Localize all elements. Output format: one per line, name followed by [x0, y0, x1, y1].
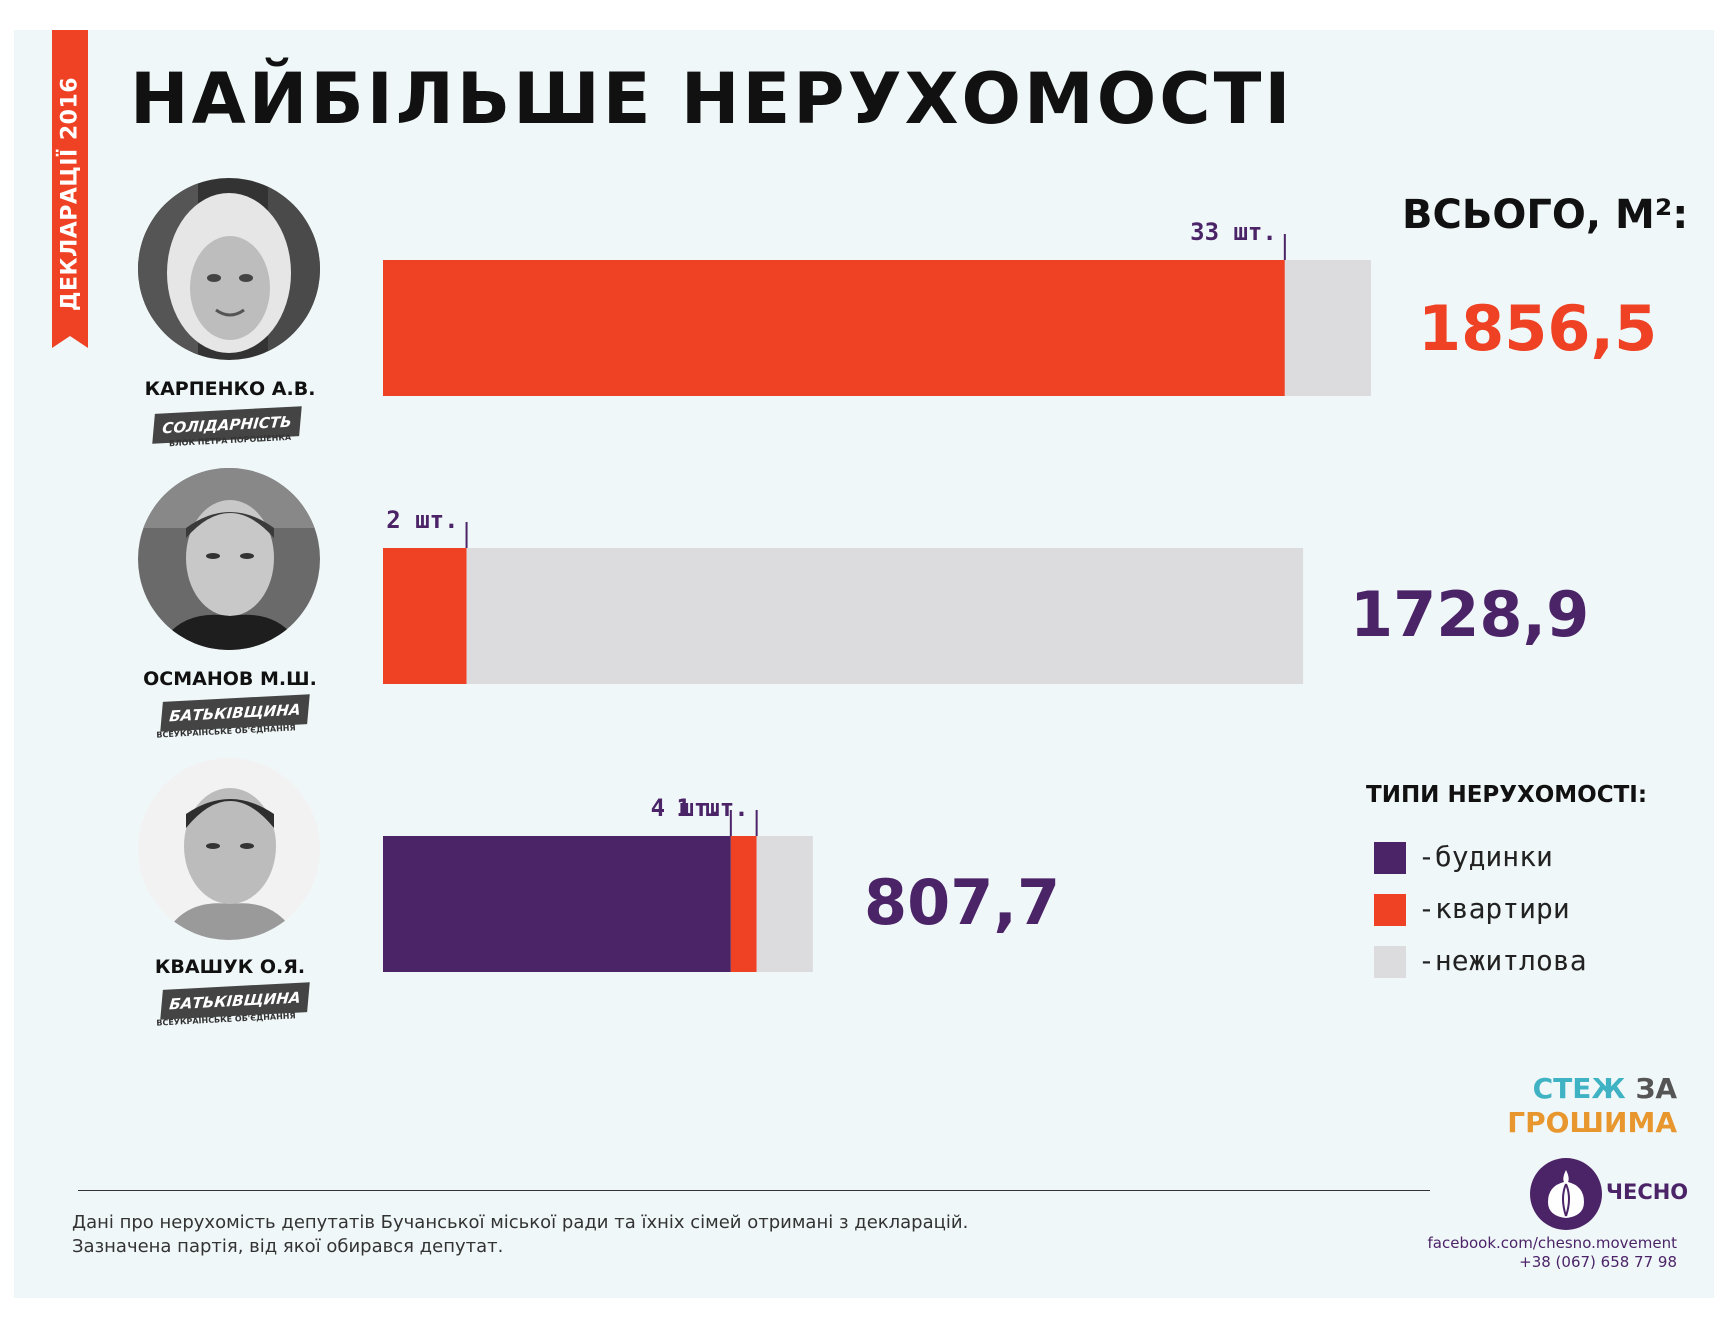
- bar-segment-nonresidential: [756, 836, 813, 972]
- legend-title: ТИПИ НЕРУХОМОСТІ:: [1366, 782, 1648, 808]
- legend-swatch: [1374, 946, 1406, 978]
- count-label: 1 шт.: [676, 794, 748, 822]
- legend-label: -будинки: [1418, 840, 1553, 873]
- facebook-link[interactable]: facebook.com/chesno.movement: [1427, 1234, 1677, 1252]
- person-name: ОСМАНОВ М.Ш.: [143, 668, 317, 690]
- person-name: КВАШУК О.Я.: [154, 956, 306, 978]
- bar-segment-houses: [383, 836, 731, 972]
- stezh-logo-line2: ГРОШИМА: [1507, 1106, 1677, 1139]
- portrait-osmanov: [138, 468, 320, 650]
- total-area-label: ВСЬОГО, М²:: [1402, 192, 1689, 238]
- legend-label: -нежитлова: [1418, 944, 1587, 977]
- bar-segment-nonresidential: [1284, 260, 1371, 396]
- ribbon-tip: [52, 336, 88, 348]
- footer-note: Зазначена партія, від якої обирався депу…: [72, 1236, 504, 1257]
- bar-segment-nonresidential: [466, 548, 1304, 684]
- legend-swatch: [1374, 894, 1406, 926]
- total-value: 1728,9: [1350, 578, 1590, 651]
- phone-number: +38 (067) 658 77 98: [1519, 1253, 1677, 1271]
- logo-word: СТЕЖ: [1532, 1072, 1626, 1105]
- year-ribbon: [52, 30, 88, 344]
- bar-segment-apartments: [383, 548, 467, 684]
- legend-label: -квартири: [1418, 892, 1570, 925]
- stezh-logo-line1: СТЕЖ ЗА: [1533, 1072, 1677, 1105]
- portrait-kvashuk: [138, 758, 320, 940]
- bar-segment-apartments: [730, 836, 757, 972]
- count-label: 4 шт.: [651, 794, 723, 822]
- page-title: НАЙБІЛЬШЕ НЕРУХОМОСТІ: [130, 58, 1294, 140]
- garlic-icon: [1530, 1158, 1602, 1230]
- chesno-logo-text: ЧЕСНО: [1606, 1180, 1689, 1204]
- total-value: 1856,5: [1418, 292, 1658, 365]
- footer-note: Дані про нерухомість депутатів Бучансько…: [72, 1212, 969, 1233]
- count-label: 2 шт.: [386, 506, 458, 534]
- total-value: 807,7: [864, 866, 1061, 939]
- person-name: КАРПЕНКО А.В.: [144, 378, 316, 400]
- legend-swatch: [1374, 842, 1406, 874]
- logo-word: ЗА: [1635, 1072, 1677, 1105]
- count-label: 33 шт.: [1190, 218, 1277, 246]
- bar-segment-apartments: [383, 260, 1285, 396]
- footer-divider: [78, 1190, 1430, 1191]
